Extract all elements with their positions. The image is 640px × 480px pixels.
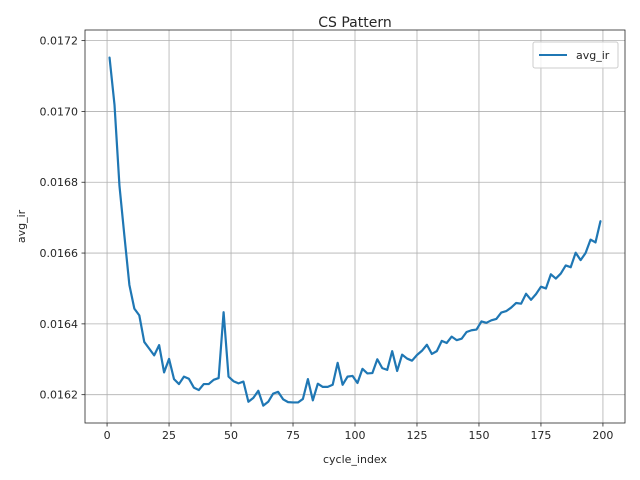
series-line-avg-ir: [108, 56, 602, 407]
x-axis-label: cycle_index: [323, 453, 388, 466]
x-tick-label: 175: [530, 429, 551, 442]
legend-label-avg-ir: avg_ir: [576, 49, 610, 62]
x-tick-label: 125: [406, 429, 427, 442]
legend-box: [532, 41, 619, 69]
x-tick-label: 150: [468, 429, 489, 442]
grid: [85, 30, 625, 423]
x-tick-label: 200: [592, 429, 613, 442]
x-tick-label: 100: [345, 429, 366, 442]
y-tick-label: 0.0166: [40, 247, 79, 260]
y-tick-label: 0.0168: [40, 176, 79, 189]
x-tick-label: 75: [286, 429, 300, 442]
x-tick-label: 0: [104, 429, 111, 442]
x-ticks: 0 25 50 75 100 125 150 175 200: [104, 423, 613, 442]
chart-title: CS Pattern: [318, 15, 391, 31]
y-tick-label: 0.0162: [40, 389, 79, 402]
x-tick-label: 25: [162, 429, 176, 442]
legend: avg_ir: [532, 41, 619, 69]
y-tick-label: 0.0170: [40, 105, 79, 118]
y-tick-label: 0.0172: [40, 35, 79, 48]
y-axis-label: avg_ir: [15, 209, 28, 243]
series-layer: [108, 56, 602, 407]
y-ticks: 0.0162 0.0164 0.0166 0.0168 0.0170 0.0172: [40, 35, 85, 402]
x-tick-label: 50: [224, 429, 238, 442]
y-tick-label: 0.0164: [40, 318, 79, 331]
